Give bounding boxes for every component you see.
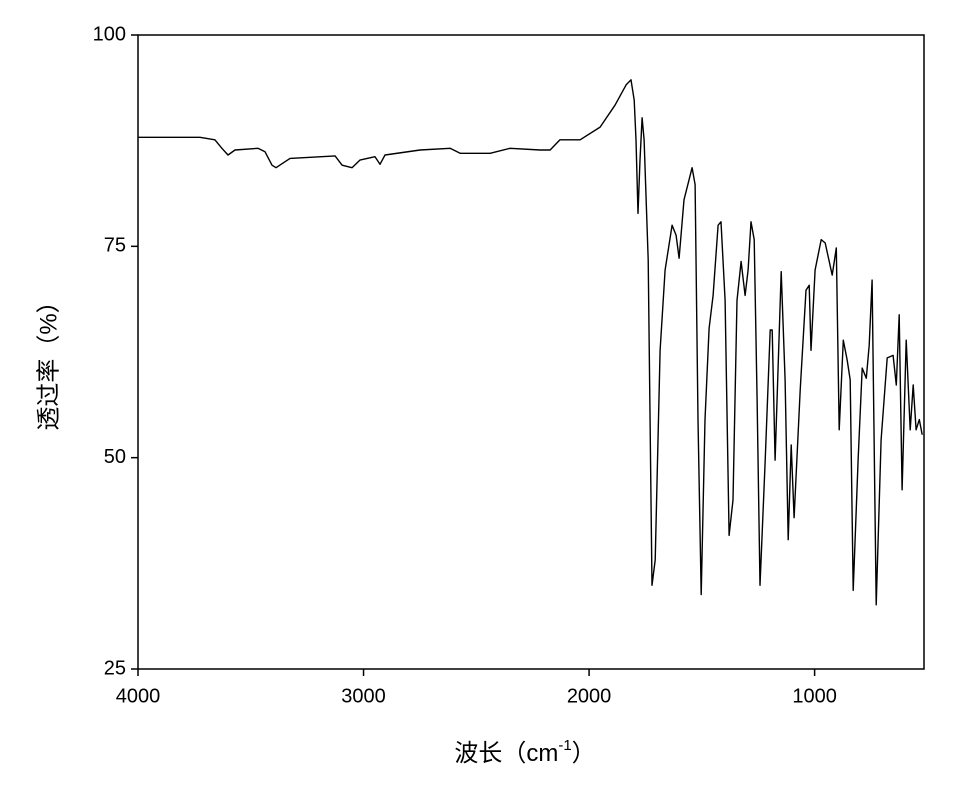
plot-frame: [137, 34, 925, 670]
x-tick-label: 3000: [341, 685, 386, 707]
x-tick-label: 1000: [792, 685, 837, 707]
x-tick-label: 2000: [567, 685, 612, 707]
y-tick-label: 100: [93, 23, 126, 45]
y-tick-label: 50: [104, 446, 126, 468]
y-tick-label: 25: [104, 657, 126, 679]
x-axis-title: 波长（cm-1）: [454, 737, 595, 767]
y-axis-title: 透过率（%）: [35, 289, 62, 430]
x-tick-label: 4000: [116, 685, 161, 707]
spectrum-line: [138, 79, 923, 606]
x-axis-title-sup: -1: [558, 737, 571, 754]
x-axis-title-close: ）: [572, 740, 596, 767]
y-tick-label: 75: [104, 235, 126, 257]
x-axis-title-main: 波长（cm: [454, 740, 558, 767]
